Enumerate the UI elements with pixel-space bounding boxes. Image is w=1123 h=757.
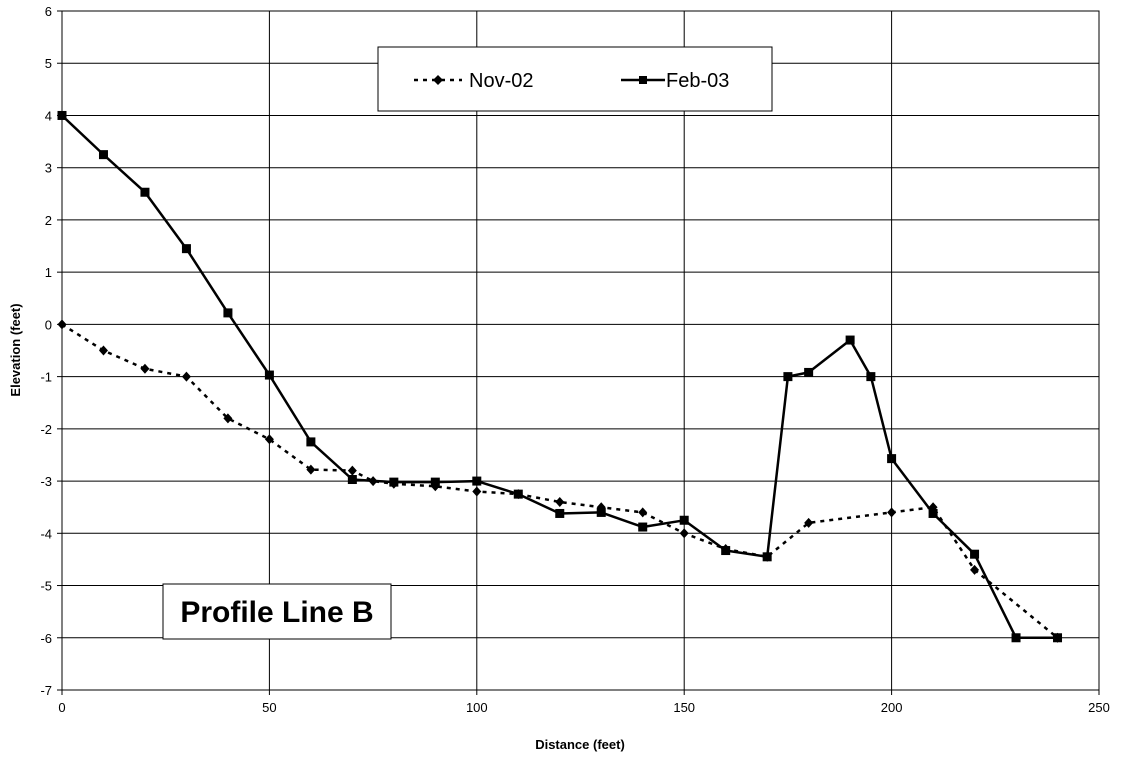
data-point-feb-03: [430, 477, 440, 487]
y-tick-label: 6: [45, 4, 52, 19]
annotation-text: Profile Line B: [180, 596, 373, 629]
data-point-feb-03: [98, 150, 108, 160]
data-point-nov-02: [223, 413, 233, 424]
x-tick-label: 150: [673, 700, 695, 715]
legend-label-nov-02: Nov-02: [469, 70, 533, 92]
data-point-feb-03: [1011, 633, 1021, 643]
data-point-feb-03: [866, 372, 876, 382]
data-point-feb-03: [783, 372, 793, 382]
legend-label-feb-03: Feb-03: [666, 70, 729, 92]
data-point-nov-02: [804, 517, 814, 528]
data-point-feb-03: [513, 489, 523, 499]
data-point-feb-03: [389, 477, 399, 487]
data-point-feb-03: [555, 508, 565, 518]
data-point-feb-03: [57, 110, 67, 120]
data-point-nov-02: [970, 564, 980, 575]
data-point-feb-03: [804, 367, 814, 377]
data-point-nov-02: [264, 434, 274, 445]
y-tick-label: 3: [45, 161, 52, 176]
series-layer: [57, 110, 1063, 643]
data-point-feb-03: [472, 476, 482, 486]
data-point-feb-03: [306, 437, 316, 447]
data-point-nov-02: [140, 363, 150, 374]
data-point-feb-03: [596, 507, 606, 517]
y-tick-label: -2: [40, 422, 52, 437]
legend: Nov-02 Feb-03: [377, 46, 773, 112]
legend-marker-feb-03: [639, 76, 647, 84]
data-point-feb-03: [638, 522, 648, 532]
y-tick-label: 0: [45, 317, 52, 332]
data-point-feb-03: [223, 308, 233, 318]
y-axis-title: Elevation (feet): [8, 303, 23, 396]
y-tick-label: -3: [40, 474, 52, 489]
y-tick-label: -5: [40, 579, 52, 594]
data-point-feb-03: [928, 508, 938, 518]
data-point-nov-02: [347, 465, 357, 476]
series-feb-03: [57, 110, 1063, 643]
data-point-feb-03: [679, 515, 689, 525]
y-tick-label: -4: [40, 526, 52, 541]
annotation-box: [162, 583, 392, 640]
data-point-nov-02: [306, 464, 316, 475]
data-point-nov-02: [98, 345, 108, 356]
data-point-nov-02: [57, 319, 67, 330]
data-point-nov-02: [887, 507, 897, 518]
data-point-nov-02: [472, 486, 482, 497]
data-point-feb-03: [721, 546, 731, 556]
y-tick-label: -7: [40, 683, 52, 698]
data-point-feb-03: [181, 244, 191, 254]
plot-border: [61, 10, 1100, 691]
y-tick-label: -1: [40, 370, 52, 385]
data-point-nov-02: [638, 507, 648, 518]
data-point-feb-03: [1053, 633, 1063, 643]
y-tick-label: 1: [45, 265, 52, 280]
y-tick-label: -6: [40, 631, 52, 646]
x-tick-label: 50: [262, 700, 276, 715]
y-tick-label: 2: [45, 213, 52, 228]
profile-annotation: Profile Line B: [162, 583, 392, 640]
axes: -7 -6 -5 -4 -3 -2 -1 0 1 2 3 4 5 6 0 50 100 150 200 250: [40, 4, 1109, 715]
data-point-feb-03: [845, 335, 855, 345]
data-point-feb-03: [264, 370, 274, 380]
x-tick-label: 200: [881, 700, 903, 715]
data-point-nov-02: [679, 528, 689, 539]
legend-marker-nov-02: [433, 75, 443, 85]
data-point-feb-03: [970, 549, 980, 559]
data-point-feb-03: [140, 187, 150, 197]
x-tick-label: 0: [58, 700, 65, 715]
x-tick-label: 100: [466, 700, 488, 715]
series-line-nov-02: [61, 323, 1059, 639]
data-point-nov-02: [181, 371, 191, 382]
x-axis-title: Distance (feet): [535, 737, 625, 752]
y-tick-label: 5: [45, 56, 52, 71]
data-point-feb-03: [762, 552, 772, 562]
x-tick-label: 250: [1088, 700, 1110, 715]
plot-area: [62, 11, 1099, 690]
data-point-feb-03: [887, 454, 897, 464]
data-point-nov-02: [555, 496, 565, 507]
y-tick-label: 4: [45, 108, 52, 123]
data-point-feb-03: [347, 475, 357, 485]
